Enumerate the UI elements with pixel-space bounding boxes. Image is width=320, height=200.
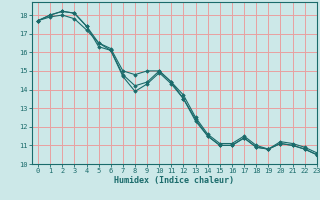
- X-axis label: Humidex (Indice chaleur): Humidex (Indice chaleur): [115, 176, 234, 185]
